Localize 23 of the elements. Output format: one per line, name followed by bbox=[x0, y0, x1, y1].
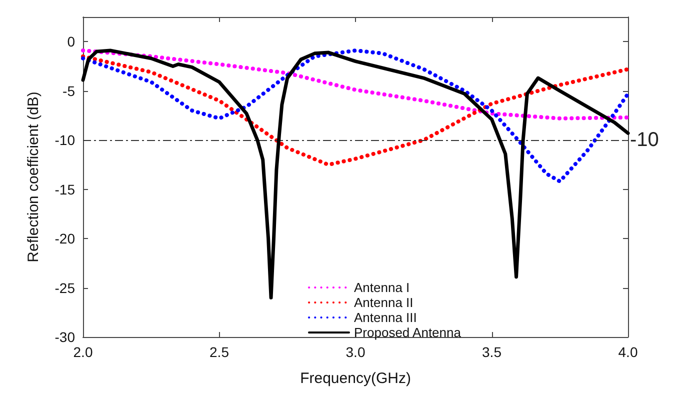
legend-label: Antenna III bbox=[354, 310, 417, 325]
y-tick-label: -15 bbox=[54, 181, 76, 198]
line-series bbox=[81, 48, 630, 300]
line-series bbox=[81, 48, 630, 184]
y-tick-label: -5 bbox=[62, 82, 76, 99]
line-series bbox=[81, 48, 630, 120]
legend-label: Proposed Antenna bbox=[354, 325, 462, 340]
y-axis-title: Reflection coefficient (dB) bbox=[25, 92, 42, 262]
legend-label: Antenna II bbox=[354, 295, 414, 310]
y-tick-label: -25 bbox=[54, 280, 76, 296]
x-axis-title: Frequency(GHz) bbox=[300, 370, 411, 387]
x-tick-label: 3.5 bbox=[482, 344, 502, 360]
legend-label: Antenna I bbox=[354, 280, 410, 295]
y-tick-label: -20 bbox=[54, 230, 76, 247]
x-tick-label: 4.0 bbox=[618, 344, 638, 360]
y-tick-label: -30 bbox=[54, 329, 76, 345]
y-tick-label: 0 bbox=[67, 34, 76, 50]
x-tick-label: 2.0 bbox=[73, 344, 93, 360]
y-tick-label: -10 bbox=[54, 132, 76, 148]
ref-line-label: -10 bbox=[630, 129, 659, 152]
line-series bbox=[81, 54, 630, 167]
x-tick-label: 3.0 bbox=[346, 344, 366, 360]
x-tick-label: 2.5 bbox=[210, 344, 230, 360]
